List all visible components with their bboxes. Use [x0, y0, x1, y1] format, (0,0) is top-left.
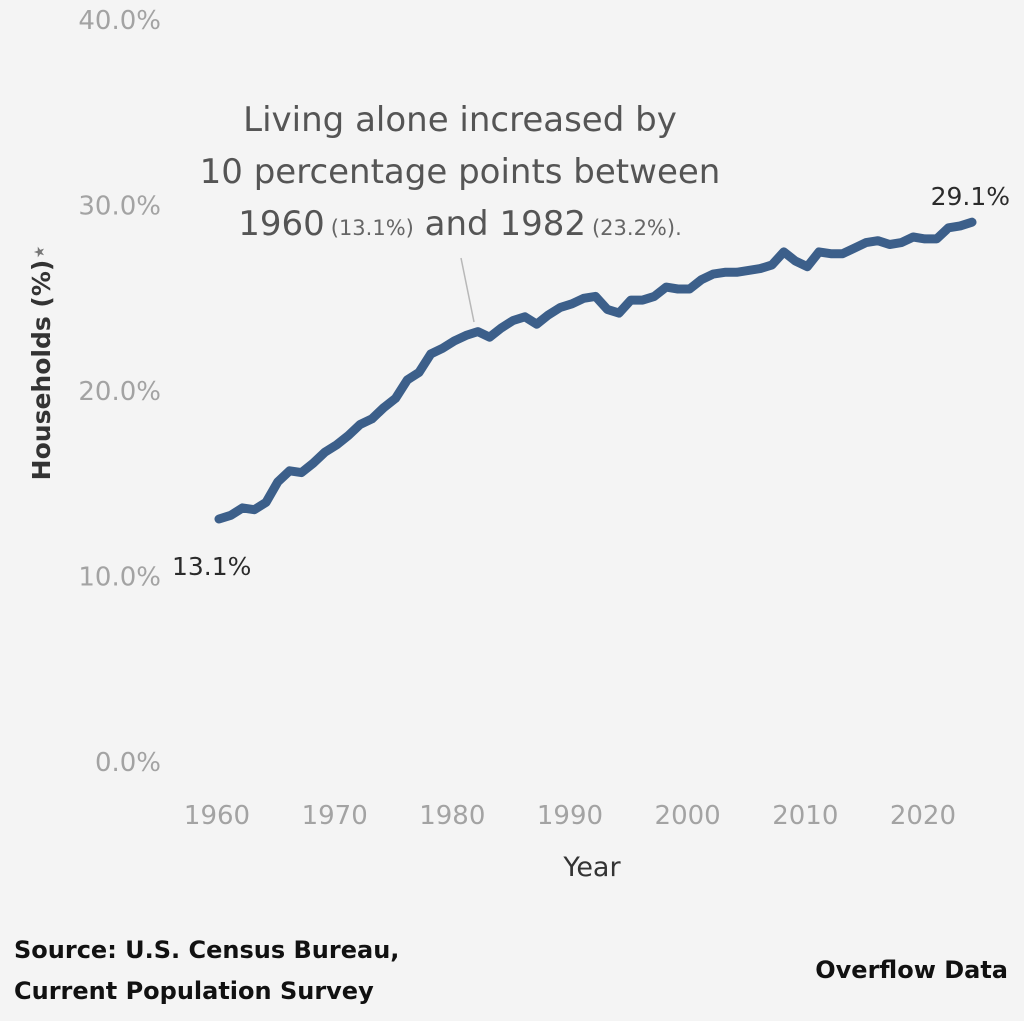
annotation-line-2: 10 percentage points between — [200, 152, 721, 192]
y-tick-label: 0.0% — [95, 748, 161, 778]
source-note: Source: U.S. Census Bureau, Current Popu… — [14, 930, 399, 1012]
annotation-value-2: (23.2%) — [592, 216, 675, 240]
y-tick-label: 20.0% — [78, 377, 161, 407]
annotation-line-3: 1960 (13.1%) and 1982 (23.2%). — [238, 204, 682, 244]
end-value-label: 29.1% — [931, 182, 1010, 211]
y-tick-label: 30.0% — [78, 192, 161, 222]
x-tick-label: 1970 — [302, 801, 368, 831]
annotation-value-1: (13.1%) — [331, 216, 414, 240]
start-value-label: 13.1% — [172, 552, 251, 581]
series-line — [214, 217, 977, 524]
x-tick-label: 2000 — [655, 801, 721, 831]
x-tick-label: 1990 — [537, 801, 603, 831]
x-tick-label: 2020 — [890, 801, 956, 831]
source-line-1: Source: U.S. Census Bureau, — [14, 936, 400, 964]
x-axis-title: Year — [562, 852, 621, 883]
annotation-line-1: Living alone increased by — [243, 100, 677, 140]
x-tick-label: 2010 — [772, 801, 838, 831]
brand-label: Overflow Data — [815, 956, 1008, 984]
annotation-leader-line — [460, 257, 475, 323]
y-axis-ticks: 0.0% 10.0% 20.0% 30.0% 40.0% — [78, 6, 161, 778]
y-tick-label: 40.0% — [78, 6, 161, 36]
annotation-year-2: 1982 — [499, 204, 586, 244]
y-axis-title: Households (%) — [27, 260, 56, 481]
source-line-2: Current Population Survey — [14, 977, 374, 1005]
x-axis-ticks: 1960 1970 1980 1990 2000 2010 2020 — [184, 801, 956, 831]
x-tick-label: 1980 — [419, 801, 485, 831]
y-tick-label: 10.0% — [78, 563, 161, 593]
annotation-and: and — [414, 204, 500, 244]
annotation-year-1: 1960 — [238, 204, 325, 244]
x-tick-label: 1960 — [184, 801, 250, 831]
annotation: Living alone increased by 10 percentage … — [200, 100, 721, 323]
annotation-period: . — [675, 216, 682, 240]
line-chart: 0.0% 10.0% 20.0% 30.0% 40.0% 1960 1970 1980 199… — [27, 6, 1010, 883]
y-axis-pin-icon: ★ — [32, 246, 48, 259]
